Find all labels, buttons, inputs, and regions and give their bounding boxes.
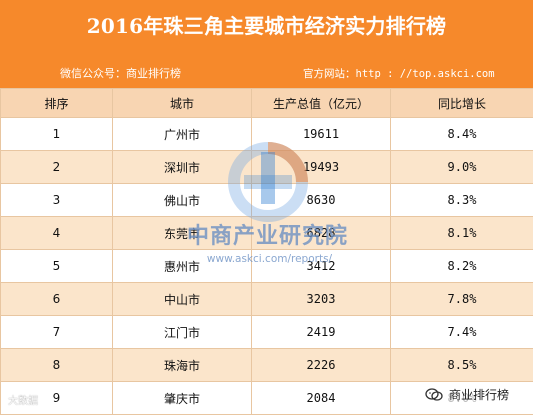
table-row: 8 珠海市 2226 8.5% <box>0 348 533 382</box>
wechat-icon <box>425 388 443 401</box>
gdp-cell: 19493 <box>251 150 391 184</box>
growth-cell: 8.2% <box>390 249 533 283</box>
gdp-cell: 3203 <box>251 282 391 316</box>
website-source: 官方网站：http : //top.askci.com <box>303 68 495 80</box>
footer-brand-text: 商业排行榜 <box>449 388 510 402</box>
city-cell: 中山市 <box>112 282 252 316</box>
gdp-cell: 8630 <box>251 183 391 217</box>
gdp-cell: 2084 <box>251 381 391 415</box>
rank-cell: 3 <box>0 183 113 217</box>
gdp-cell: 19611 <box>251 117 391 151</box>
rank-cell: 1 <box>0 117 113 151</box>
table-row: 7 江门市 2419 7.4% <box>0 315 533 349</box>
header-rank: 排序 <box>0 88 113 118</box>
rank-cell: 5 <box>0 249 113 283</box>
header-city: 城市 <box>112 88 252 118</box>
city-cell: 肇庆市 <box>112 381 252 415</box>
rank-cell: 7 <box>0 315 113 349</box>
table-row: 5 惠州市 3412 8.2% <box>0 249 533 283</box>
header-gdp: 生产总值（亿元） <box>251 88 391 118</box>
growth-cell: 9.0% <box>390 150 533 184</box>
growth-cell: 8.3% <box>390 183 533 217</box>
growth-cell: 7.4% <box>390 315 533 349</box>
city-cell: 惠州市 <box>112 249 252 283</box>
table-row: 3 佛山市 8630 8.3% <box>0 183 533 217</box>
rank-cell: 8 <box>0 348 113 382</box>
city-cell: 珠海市 <box>112 348 252 382</box>
rank-cell: 2 <box>0 150 113 184</box>
header-banner: 2016年珠三角主要城市经济实力排行榜 微信公众号：商业排行榜 官方网站：htt… <box>0 0 533 88</box>
gdp-cell: 3412 <box>251 249 391 283</box>
growth-cell: 8.4% <box>390 117 533 151</box>
city-cell: 江门市 <box>112 315 252 349</box>
gdp-cell: 2419 <box>251 315 391 349</box>
city-cell: 佛山市 <box>112 183 252 217</box>
gdp-cell: 6828 <box>251 216 391 250</box>
page-title: 2016年珠三角主要城市经济实力排行榜 <box>86 14 447 38</box>
growth-cell: 8.1% <box>390 216 533 250</box>
ranking-table: 排序 城市 生产总值（亿元） 同比增长 1 广州市 19611 8.4% 2 深… <box>0 88 533 415</box>
table-row: 2 深圳市 19493 9.0% <box>0 150 533 184</box>
footer-brand-badge: 商业排行榜 <box>422 383 526 407</box>
growth-cell: 8.5% <box>390 348 533 382</box>
city-cell: 东莞市 <box>112 216 252 250</box>
rank-cell: 9 <box>0 381 113 415</box>
city-cell: 广州市 <box>112 117 252 151</box>
table-row: 9 肇庆市 2084 8.0% <box>0 381 533 415</box>
table-row: 6 中山市 3203 7.8% <box>0 282 533 316</box>
wechat-source: 微信公众号：商业排行榜 <box>60 67 181 80</box>
city-cell: 深圳市 <box>112 150 252 184</box>
growth-cell: 7.8% <box>390 282 533 316</box>
rank-cell: 6 <box>0 282 113 316</box>
gdp-cell: 2226 <box>251 348 391 382</box>
rank-cell: 4 <box>0 216 113 250</box>
table-row: 1 广州市 19611 8.4% <box>0 117 533 151</box>
bottom-left-stamp: 大数据 <box>8 396 38 407</box>
header-growth: 同比增长 <box>390 88 533 118</box>
table-header-row: 排序 城市 生产总值（亿元） 同比增长 <box>0 88 533 118</box>
table-row: 4 东莞市 6828 8.1% <box>0 216 533 250</box>
